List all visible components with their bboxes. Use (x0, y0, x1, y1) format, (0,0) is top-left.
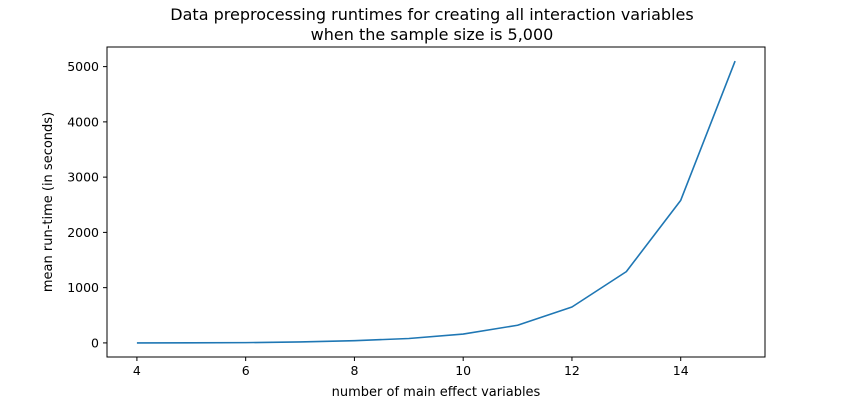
x-tick-label: 12 (564, 363, 580, 378)
chart-title-line-1: Data preprocessing runtimes for creating… (170, 5, 693, 24)
chart-title-line-2: when the sample size is 5,000 (311, 25, 554, 44)
y-tick-label: 4000 (67, 114, 99, 129)
y-tick-label: 0 (91, 335, 99, 350)
x-tick-label: 4 (133, 363, 141, 378)
y-tick-label: 3000 (67, 170, 99, 185)
x-tick-label: 10 (455, 363, 471, 378)
x-tick-label: 6 (242, 363, 250, 378)
series-line-0 (136, 60, 736, 344)
y-tick-label: 2000 (67, 225, 99, 240)
y-axis-label: mean run-time (in seconds) (41, 112, 56, 292)
x-axis: 4 6 8 10 12 14 (133, 357, 689, 378)
y-tick-label: 1000 (67, 280, 99, 295)
x-tick-label: 8 (350, 363, 358, 378)
plot-frame (106, 46, 766, 358)
y-tick-label: 5000 (67, 59, 99, 74)
x-tick-label: 14 (673, 363, 689, 378)
y-axis: 0 1000 2000 3000 4000 5000 (67, 59, 107, 350)
plot-area (136, 60, 736, 344)
x-axis-label: number of main effect variables (332, 385, 541, 400)
